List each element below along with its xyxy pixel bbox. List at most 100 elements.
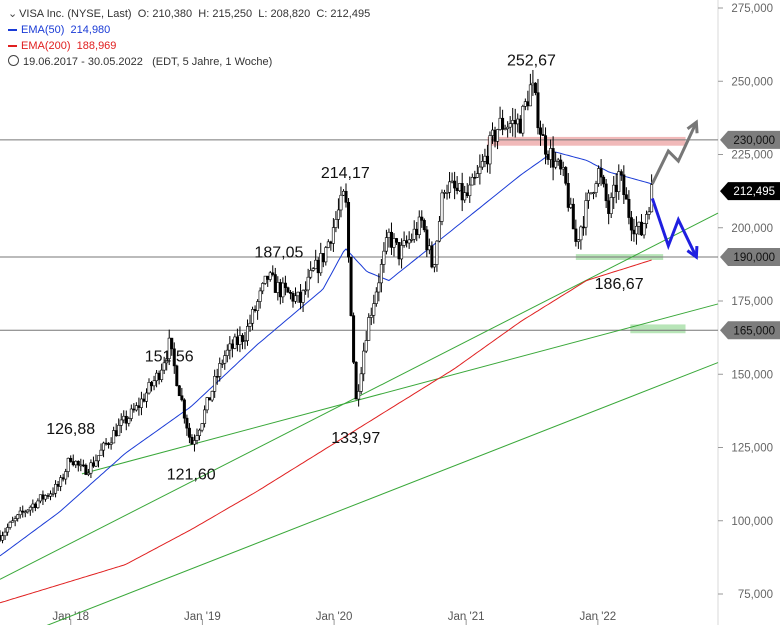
candle-body (460, 183, 464, 201)
candle-body (642, 223, 646, 236)
candle-body (584, 200, 588, 228)
candle-body (109, 442, 113, 445)
candle-body (422, 220, 426, 231)
candle-body (531, 82, 535, 86)
x-tick-label: Jan '19 (184, 611, 221, 623)
candle-body (344, 190, 348, 203)
candle-body (329, 241, 333, 244)
candle-body (566, 182, 570, 208)
date-range-note: (EDT, 5 Jahre, 1 Woche) (152, 56, 273, 68)
candle-body (417, 216, 421, 236)
candle-body (8, 521, 12, 528)
price-annotation: 121,60 (167, 466, 216, 483)
candle-body (86, 472, 90, 475)
candle-body (246, 326, 250, 341)
candle-body (309, 270, 313, 278)
candle-body (89, 462, 93, 474)
candle-body (144, 392, 148, 402)
low-value: 208,820 (270, 8, 311, 20)
candle-body (268, 272, 272, 280)
candle-body (38, 494, 42, 502)
open-value: 210,380 (152, 8, 193, 20)
candle-body (485, 155, 489, 165)
candle-body (299, 291, 303, 303)
candle-body (56, 483, 60, 487)
candle-body (395, 238, 399, 243)
candle-body (51, 492, 55, 495)
candle-body (278, 282, 282, 298)
candle-body (11, 520, 15, 523)
resistance-zone (487, 136, 686, 146)
low-label: L: (258, 8, 268, 20)
candle-body (26, 509, 30, 513)
candle-body (71, 461, 75, 466)
candle-body (81, 464, 85, 467)
candle-body (79, 464, 83, 467)
candle-body (443, 192, 447, 194)
candle-body (468, 184, 472, 197)
candle-body (3, 531, 7, 537)
collapse-icon[interactable]: ⌄ (8, 8, 18, 20)
candle-body (445, 192, 449, 194)
chart-header-line-1: ⌄ VISA Inc. (NYSE, Last) O: 210,380 H: 2… (8, 7, 370, 20)
support-zone (630, 324, 686, 334)
candle-body (377, 282, 381, 293)
y-tick-label: 250,000 (731, 76, 773, 88)
candle-body (54, 483, 58, 494)
candle-body (496, 129, 500, 142)
candle-body (576, 239, 580, 242)
candle-body (6, 527, 10, 533)
level-price-label: 190,000 (733, 252, 775, 264)
price-annotation: 126,88 (46, 421, 95, 438)
candle-body (281, 282, 285, 298)
candle-body (139, 398, 143, 408)
candle-body (331, 227, 335, 244)
candle-body (354, 361, 358, 400)
candle-body (293, 295, 297, 302)
candles-group (0, 69, 654, 544)
legend-ema200: EMA(200) 188,969 (8, 40, 116, 52)
level-price-label: 165,000 (733, 325, 775, 337)
candle-body (251, 309, 255, 324)
candle-body (523, 101, 527, 107)
candle-body (261, 283, 265, 292)
y-axis-panel (718, 0, 780, 625)
candle-body (36, 500, 40, 508)
candle-body (175, 365, 179, 387)
candle-body (455, 187, 459, 192)
candle-body (213, 376, 217, 392)
candle-body (559, 159, 563, 170)
arrow-up-head (686, 119, 699, 134)
open-label: O: (137, 8, 150, 20)
candle-body (556, 159, 560, 162)
candle-body (624, 194, 628, 200)
candle-body (33, 503, 37, 508)
candle-body (437, 221, 441, 242)
candle-body (450, 180, 454, 183)
candle-body (102, 442, 106, 451)
candle-body (180, 395, 184, 401)
candle-body (405, 240, 409, 244)
candle-body (432, 264, 436, 268)
candle-body (518, 118, 522, 134)
price-annotation: 186,67 (595, 276, 644, 293)
price-annotation: 214,17 (321, 165, 370, 182)
candle-body (165, 358, 169, 364)
candle-body (200, 423, 204, 431)
candle-body (367, 317, 371, 341)
candle-body (301, 290, 305, 303)
candle-body (589, 192, 593, 195)
candle-body (463, 192, 467, 201)
candle-body (182, 399, 186, 419)
candle-body (114, 430, 118, 437)
candle-body (195, 435, 199, 441)
candle-body (147, 382, 151, 394)
candle-body (448, 181, 452, 193)
candle-body (84, 464, 88, 475)
candle-body (41, 494, 45, 500)
x-tick-label: Jan '20 (316, 611, 353, 623)
candle-body (435, 240, 439, 265)
candle-body (569, 203, 573, 208)
candle-body (253, 309, 257, 311)
